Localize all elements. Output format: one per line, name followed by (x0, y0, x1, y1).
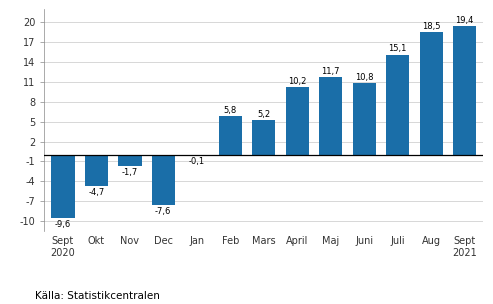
Bar (85, 155, 108, 186)
Text: 11,7: 11,7 (321, 67, 340, 76)
Text: 5,8: 5,8 (224, 106, 237, 115)
Bar (185, 155, 209, 156)
Bar (420, 32, 443, 155)
Text: 10,8: 10,8 (355, 73, 374, 82)
Text: -9,6: -9,6 (55, 220, 71, 229)
Text: -0,1: -0,1 (189, 157, 205, 166)
Text: 10,2: 10,2 (288, 77, 307, 86)
Bar (252, 120, 276, 155)
Bar (386, 55, 410, 155)
Bar (352, 83, 376, 155)
Text: 5,2: 5,2 (257, 110, 270, 119)
Text: -4,7: -4,7 (88, 188, 105, 197)
Bar (218, 116, 242, 155)
Text: 15,1: 15,1 (388, 44, 407, 53)
Text: Källa: Statistikcentralen: Källa: Statistikcentralen (35, 291, 159, 301)
Bar (285, 87, 309, 155)
Bar (51, 155, 74, 219)
Text: -1,7: -1,7 (122, 168, 138, 177)
Text: 19,4: 19,4 (456, 16, 474, 25)
Bar (319, 77, 343, 155)
Bar (453, 26, 476, 155)
Bar (118, 155, 141, 166)
Text: -7,6: -7,6 (155, 207, 172, 216)
Text: 18,5: 18,5 (422, 22, 440, 31)
Bar (151, 155, 175, 205)
